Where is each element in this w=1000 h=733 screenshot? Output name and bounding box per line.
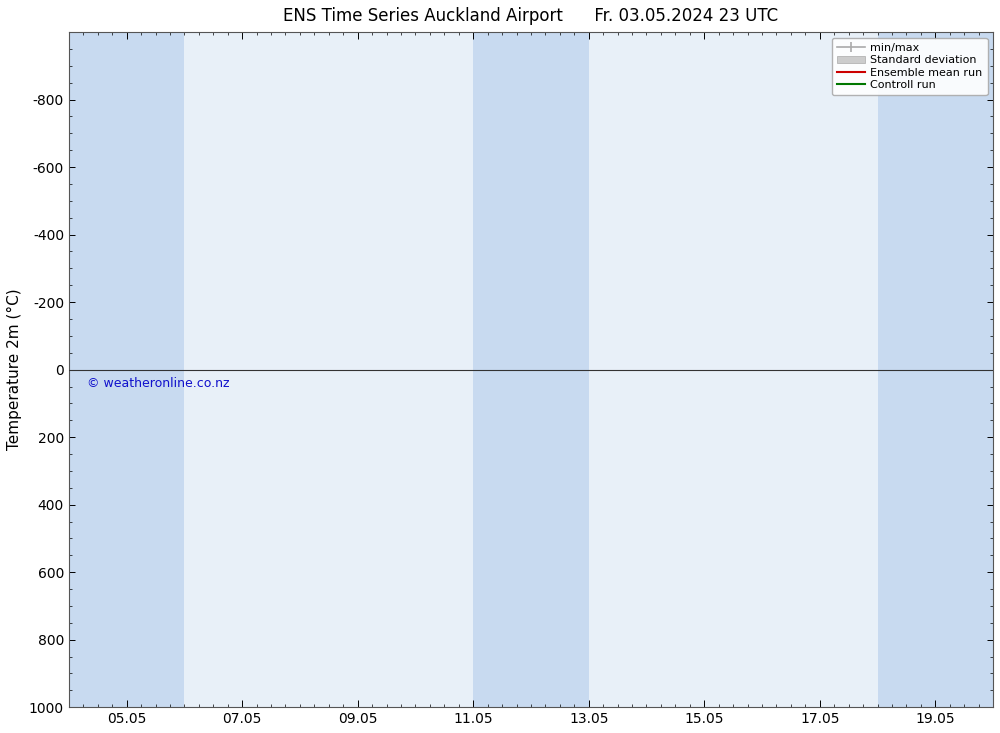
Text: © weatheronline.co.nz: © weatheronline.co.nz [87, 377, 230, 390]
Bar [473, 32, 589, 707]
Bar [878, 32, 993, 707]
Title: ENS Time Series Auckland Airport      Fr. 03.05.2024 23 UTC: ENS Time Series Auckland Airport Fr. 03.… [283, 7, 779, 25]
Bar [69, 32, 184, 707]
Legend: min/max, Standard deviation, Ensemble mean run, Controll run: min/max, Standard deviation, Ensemble me… [832, 37, 988, 95]
Y-axis label: Temperature 2m (°C): Temperature 2m (°C) [7, 289, 22, 451]
